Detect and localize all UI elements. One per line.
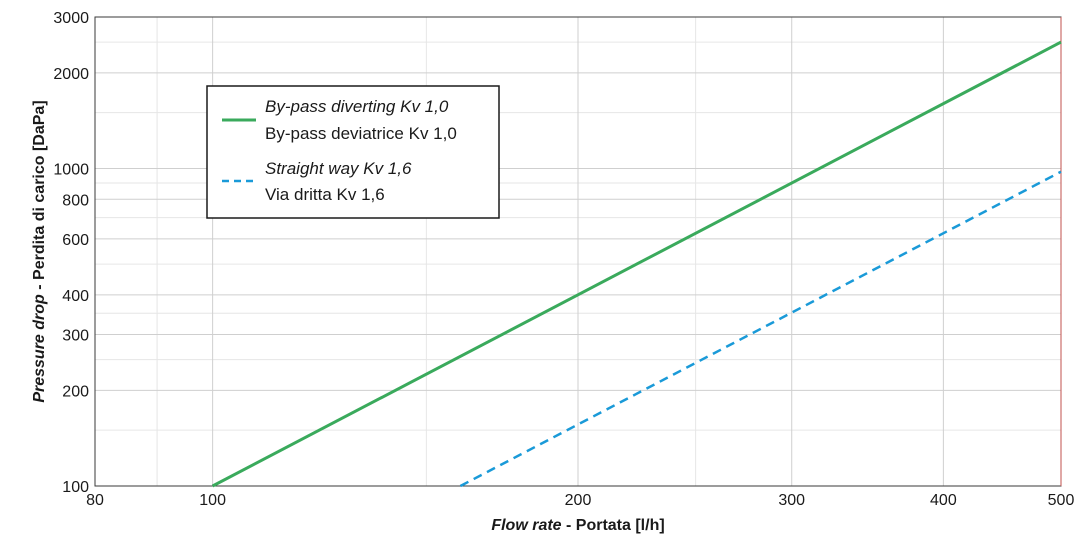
x-tick-label: 500 [1048,492,1075,509]
legend-label-by-pass-it: By-pass deviatrice Kv 1,0 [265,124,457,143]
y-tick-label: 100 [62,479,89,496]
y-tick-label: 800 [62,192,89,209]
x-tick-label: 400 [930,492,957,509]
legend-box [206,85,500,219]
y-tick-label: 3000 [53,10,89,27]
y-tick-label: 2000 [53,66,89,83]
legend: By-pass diverting Kv 1,0 By-pass deviatr… [206,85,500,219]
series-line-by-pass [211,40,1062,488]
x-tick-label: 80 [86,492,104,509]
y-axis-title: Pressure drop - Perdita di carico [DaPa] [31,100,48,402]
y-tick-label: 1000 [53,161,89,178]
legend-label-straight-way-it: Via dritta Kv 1,6 [265,185,385,204]
y-axis-title-italic: Pressure drop [31,294,48,403]
x-tick-labels: 80 100 200 300 400 500 [86,492,1074,509]
x-tick-label: 100 [199,492,226,509]
series-layer [211,40,1062,488]
x-axis-title-italic: Flow rate [491,517,561,534]
y-tick-label: 200 [62,383,89,400]
series-line-straight-way [459,170,1062,488]
x-axis-title-regular: - Portata [l/h] [562,517,665,534]
y-tick-label: 300 [62,328,89,345]
x-tick-label: 200 [565,492,592,509]
y-tick-label: 400 [62,288,89,305]
legend-label-by-pass-en: By-pass diverting Kv 1,0 [265,97,449,116]
x-axis-title: Flow rate - Portata [l/h] [491,517,664,534]
y-tick-label: 600 [62,232,89,249]
y-tick-labels: 100 200 300 400 600 800 1000 2000 3000 [53,10,89,496]
legend-label-straight-way-en: Straight way Kv 1,6 [265,159,412,178]
x-tick-label: 300 [778,492,805,509]
y-axis-title-regular: - Perdita di carico [DaPa] [31,100,48,294]
